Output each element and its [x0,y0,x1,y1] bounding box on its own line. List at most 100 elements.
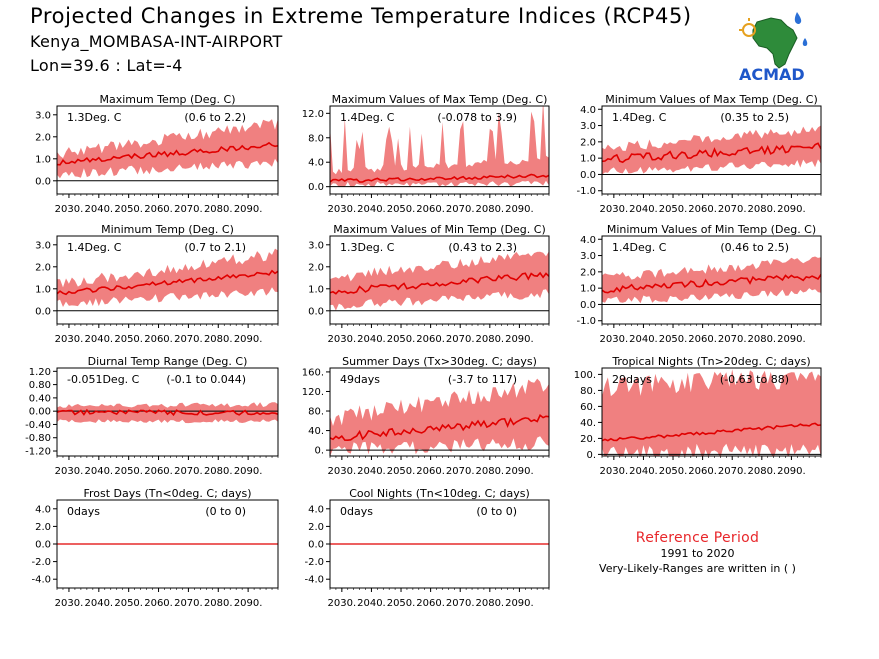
x-tick-label: 2040. [84,466,113,477]
ensemble-mean-line [57,269,278,296]
x-tick-label: 2050. [387,204,416,215]
x-tick-label: 2080. [204,204,233,215]
x-tick-label: 2030. [600,204,629,215]
y-tick-label: 2.0 [35,262,51,273]
y-tick-label: 4.0 [580,235,596,246]
x-tick-label: 2080. [204,466,233,477]
y-tick-label: 2.0 [35,132,51,143]
mean-change-label: 1.4Deg. C [612,241,667,254]
x-tick-label: 2030. [328,466,357,477]
ensemble-mean-line [57,408,278,417]
y-tick-label: 0. [314,446,324,457]
likely-range-label: (0.7 to 2.1) [184,241,246,254]
y-tick-label: 0.0 [580,300,596,311]
very-likely-range-band [57,248,278,307]
very-likely-range-band [602,369,821,456]
very-likely-range-band [330,378,549,456]
x-tick-label: 2060. [688,334,717,345]
y-tick-label: -4.0 [304,575,324,586]
y-tick-label: 0.0 [308,540,324,551]
y-tick-label: 4.0 [308,504,324,515]
x-tick-label: 2080. [204,334,233,345]
x-tick-label: 2030. [328,334,357,345]
x-tick-label: 2040. [629,466,658,477]
x-tick-label: 2060. [688,204,717,215]
y-tick-label: -1.0 [576,186,596,197]
ensemble-mean-line [602,274,821,294]
x-tick-label: 2050. [114,204,143,215]
likely-range-label: (-0.078 to 3.9) [437,111,517,124]
y-tick-label: 1.20 [29,367,51,378]
chart-title: Frost Days (Tn<0deg. C; days) [83,487,251,500]
station-name: Kenya_MOMBASA-INT-AIRPORT [30,32,283,51]
x-tick-label: 2060. [688,466,717,477]
x-tick-label: 2040. [629,334,658,345]
chart-panel: -4.0 -2.0 0.0 2.0 4.0 2030. 2040. 2050. 2060. 207… [31,487,279,609]
x-tick-label: 2070. [174,334,203,345]
ensemble-mean-line [602,422,821,442]
reference-years: 1991 to 2020 [660,547,735,560]
x-tick-label: 2090. [234,598,263,609]
x-tick-label: 2060. [144,204,173,215]
reference-note: Very-Likely-Ranges are written in ( ) [599,562,796,575]
x-tick-label: 2090. [234,466,263,477]
y-tick-label: 0. [586,450,596,461]
y-tick-label: 60. [580,402,596,413]
x-tick-label: 2040. [357,334,386,345]
chart-plot-area [57,402,278,424]
x-tick-label: 2030. [55,204,84,215]
chart-plot-area [602,125,821,175]
mean-change-label: 1.4Deg. C [612,111,667,124]
x-tick-label: 2080. [475,204,504,215]
y-tick-label: 40. [308,426,324,437]
x-tick-label: 2070. [446,204,475,215]
x-tick-label: 2090. [505,334,534,345]
x-tick-label: 2090. [777,204,806,215]
y-tick-label: 2.0 [580,137,596,148]
chart-frame [329,367,550,457]
y-tick-label: 0.0 [35,540,51,551]
very-likely-range-band [330,251,549,311]
station-coords: Lon=39.6 : Lat=-4 [30,56,183,75]
x-tick-label: 2050. [114,466,143,477]
x-tick-label: 2090. [777,334,806,345]
x-tick-label: 2080. [747,204,776,215]
x-tick-label: 2040. [84,334,113,345]
chart-title: Minimum Values of Max Temp (Deg. C) [605,93,818,106]
y-tick-label: 0.0 [580,170,596,181]
x-tick-label: 2060. [416,334,445,345]
x-tick-label: 2060. [416,466,445,477]
y-tick-label: 3.0 [35,110,51,121]
y-tick-label: -1.20 [25,447,51,458]
chart-title: Maximum Temp (Deg. C) [100,93,236,106]
acmad-logo-text: ACMAD [739,65,805,84]
y-tick-label: -0.80 [25,433,51,444]
x-tick-label: 2030. [328,598,357,609]
chart-frame [56,105,279,195]
mean-change-label: 1.3Deg. C [340,241,395,254]
x-tick-label: 2090. [777,466,806,477]
mean-change-label: 0days [340,505,373,518]
x-tick-label: 2050. [114,334,143,345]
y-tick-label: 4.0 [35,504,51,515]
mean-change-label: 49days [340,373,380,386]
x-tick-label: 2080. [747,334,776,345]
y-tick-label: 4.0 [308,158,324,169]
y-tick-label: 2.0 [580,267,596,278]
y-tick-label: 0.0 [35,176,51,187]
y-tick-label: 2.0 [35,522,51,533]
very-likely-range-band [57,118,278,179]
chart-title: Cool Nights (Tn<10deg. C; days) [349,487,530,500]
chart-panel: 0.0 1.0 2.0 3.0 2030. 2040. 2050. 2060. 2070. 208… [308,223,550,345]
likely-range-label: (0.43 to 2.3) [448,241,517,254]
y-tick-label: 1.0 [35,284,51,295]
chart-frame [56,235,279,325]
x-tick-label: 2060. [416,598,445,609]
very-likely-range-band [57,402,278,424]
x-tick-label: 2060. [144,598,173,609]
x-tick-label: 2040. [357,598,386,609]
mean-change-label: 1.3Deg. C [67,111,122,124]
ensemble-mean-line [330,271,549,295]
x-tick-label: 2080. [475,466,504,477]
